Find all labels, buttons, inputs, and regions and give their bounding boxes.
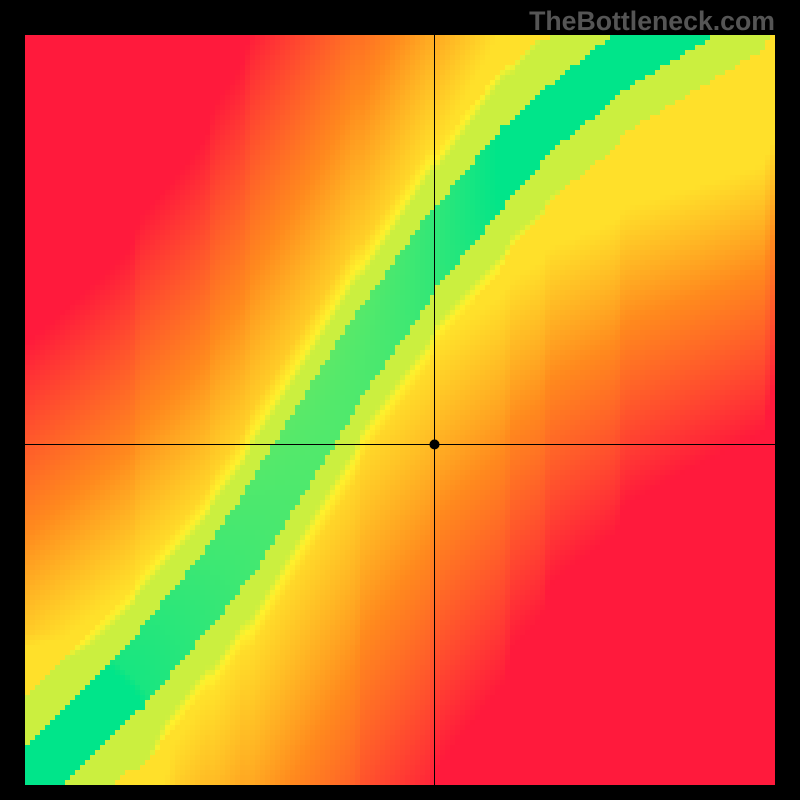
crosshair-overlay <box>25 35 775 785</box>
watermark-text: TheBottleneck.com <box>529 6 775 37</box>
chart-container: TheBottleneck.com <box>0 0 800 800</box>
